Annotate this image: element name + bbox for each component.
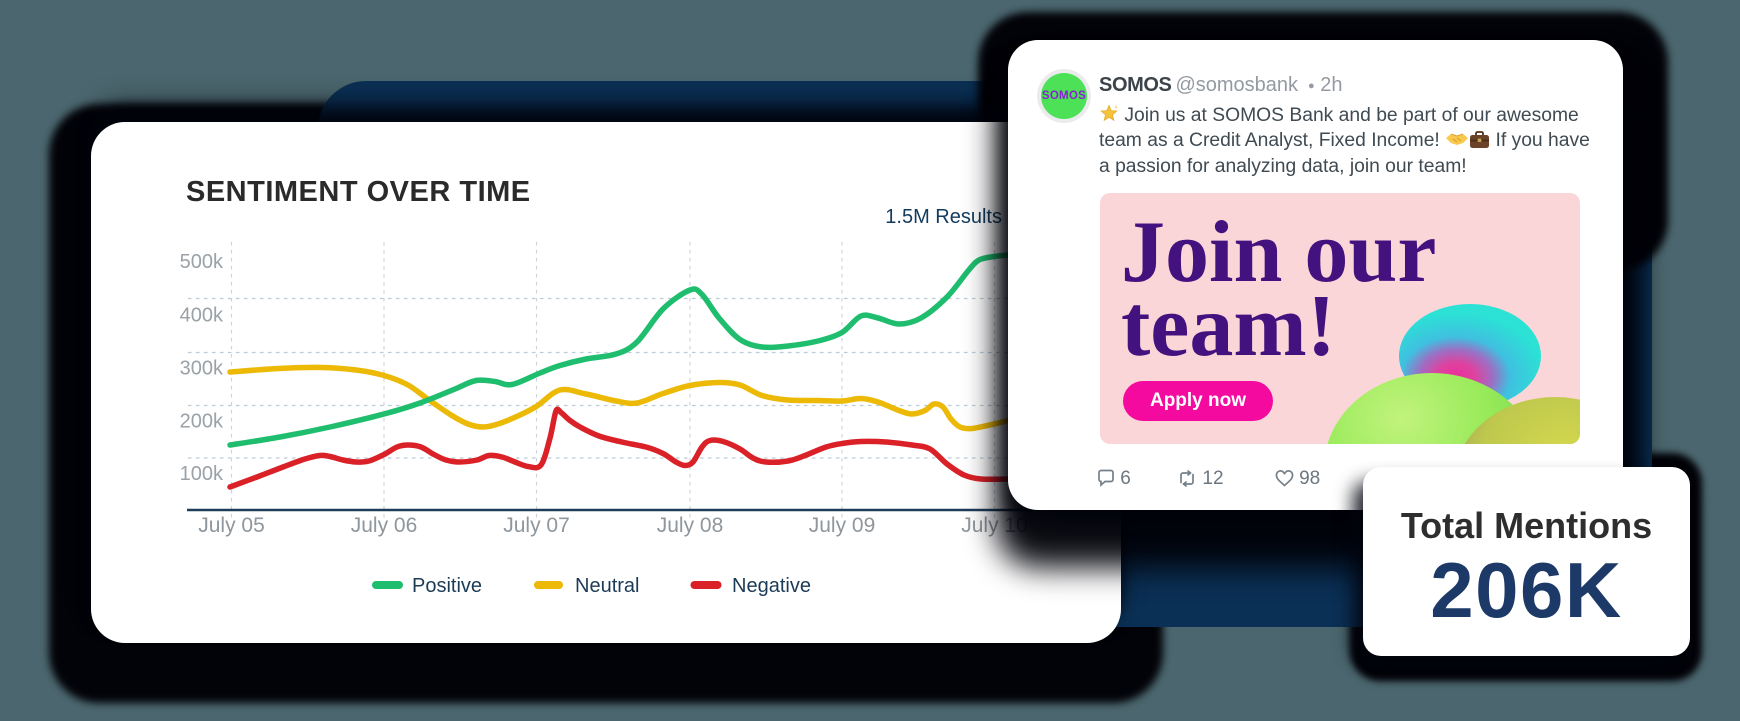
svg-text:July 10: July 10 bbox=[961, 514, 1028, 537]
svg-text:July 08: July 08 bbox=[657, 514, 724, 537]
svg-text:Neutral: Neutral bbox=[575, 575, 639, 597]
svg-text:400k: 400k bbox=[180, 305, 224, 327]
svg-text:200k: 200k bbox=[180, 411, 224, 433]
svg-text:300k: 300k bbox=[180, 358, 224, 380]
svg-text:Positive: Positive bbox=[412, 575, 482, 597]
svg-text:500k: 500k bbox=[180, 251, 224, 273]
svg-text:1.5M Results: 1.5M Results bbox=[885, 206, 1002, 228]
svg-text:100k: 100k bbox=[180, 463, 224, 485]
svg-text:July 07: July 07 bbox=[503, 514, 570, 537]
svg-text:Negative: Negative bbox=[732, 575, 811, 597]
svg-text:July 06: July 06 bbox=[351, 514, 418, 537]
svg-text:July 09: July 09 bbox=[809, 514, 876, 537]
svg-text:July 05: July 05 bbox=[198, 514, 265, 537]
svg-text:SENTIMENT OVER TIME: SENTIMENT OVER TIME bbox=[186, 176, 531, 208]
